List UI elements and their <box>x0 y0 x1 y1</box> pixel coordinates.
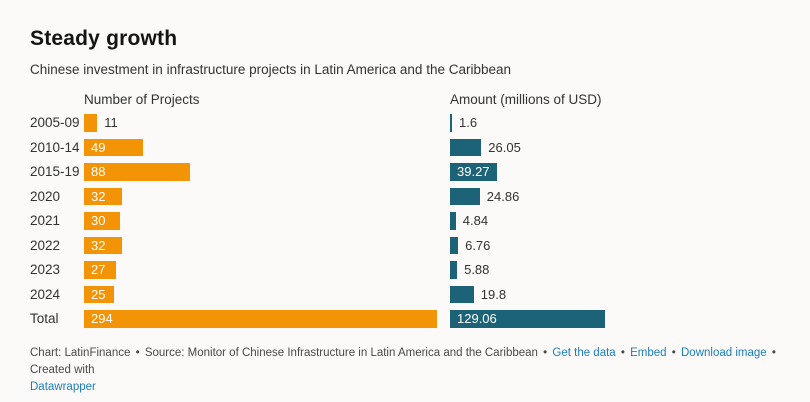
amount-bar-track: 1.6 <box>450 114 790 132</box>
projects-bar: 30 <box>84 212 120 230</box>
footer-separator: • <box>771 346 776 359</box>
value-label: 39.27 <box>457 164 490 180</box>
footer-separator: • <box>543 346 548 359</box>
amount-bar-track: 4.84 <box>450 212 790 230</box>
value-label: 27 <box>91 262 106 278</box>
footer-line-1: Chart: LatinFinance • Source: Monitor of… <box>30 345 790 379</box>
amount-bar <box>450 236 459 254</box>
split-bar-chart: Number of Projects Amount (millions of U… <box>30 91 790 328</box>
amount-bar <box>450 212 456 230</box>
chart-row: 2024 25 19.8 <box>30 285 790 303</box>
projects-bar-track: 32 <box>84 187 450 205</box>
row-label: Total <box>30 311 59 327</box>
amount-bar <box>450 261 458 279</box>
value-label: 6.76 <box>465 237 491 253</box>
chart-row: 2021 30 4.84 <box>30 212 790 230</box>
chart-rows: 2005-09 11 1.6 2010-14 49 26.05 2015-19 88 39.27… <box>30 114 790 328</box>
projects-column-header: Number of Projects <box>84 92 200 107</box>
value-label: 25 <box>91 286 106 302</box>
get-the-data-link[interactable]: Get the data <box>552 346 616 359</box>
value-label: 26.05 <box>488 139 521 155</box>
projects-bar-track: 25 <box>84 285 450 303</box>
row-label: 2024 <box>30 286 61 302</box>
projects-bar-track: 49 <box>84 138 450 156</box>
source-credit: Source: Monitor of Chinese Infrastructur… <box>144 346 538 359</box>
row-label: 2010-14 <box>30 139 80 155</box>
row-label: 2023 <box>30 262 61 278</box>
chart-title: Steady growth <box>30 27 178 50</box>
projects-bar-track: 32 <box>84 236 450 254</box>
projects-bar: 32 <box>84 236 123 254</box>
value-label: 49 <box>91 139 106 155</box>
projects-bar: 88 <box>84 163 190 181</box>
value-label: 32 <box>91 237 106 253</box>
chart-row: 2015-19 88 39.27 <box>30 163 790 181</box>
value-label: 32 <box>91 188 106 204</box>
projects-bar <box>84 114 98 132</box>
projects-bar: 27 <box>84 261 117 279</box>
amount-bar: 39.27 <box>450 163 498 181</box>
value-label: 24.86 <box>486 188 520 204</box>
row-label: 2015-19 <box>30 164 80 180</box>
chart-footer: Chart: LatinFinance • Source: Monitor of… <box>30 345 790 396</box>
amount-bar-track: 6.76 <box>450 236 790 254</box>
value-label: 88 <box>91 164 106 180</box>
value-label: 11 <box>104 115 118 131</box>
footer-separator: • <box>135 346 140 359</box>
projects-bar-track: 30 <box>84 212 450 230</box>
amount-bar <box>450 187 480 205</box>
download-image-link[interactable]: Download image <box>681 346 767 359</box>
chart-row-total: Total 294 129.06 <box>30 310 790 328</box>
projects-bar-track: 294 <box>84 310 450 328</box>
created-with-text: Created with <box>30 363 95 376</box>
footer-separator: • <box>671 346 676 359</box>
projects-bar: 294 <box>84 310 437 328</box>
chart-subtitle: Chinese investment in infrastructure pro… <box>30 62 512 77</box>
amount-bar-track: 24.86 <box>450 187 790 205</box>
projects-bar-track: 88 <box>84 163 450 181</box>
embed-link[interactable]: Embed <box>630 346 667 359</box>
row-label: 2020 <box>30 188 61 204</box>
column-headers: Number of Projects Amount (millions of U… <box>30 91 790 108</box>
amount-bar-track: 129.06 <box>450 310 790 328</box>
chart-row: 2010-14 49 26.05 <box>30 138 790 156</box>
projects-bar-track: 11 <box>84 114 450 132</box>
value-label: 30 <box>91 213 106 229</box>
amount-bar-track: 26.05 <box>450 138 790 156</box>
projects-bar-track: 27 <box>84 261 450 279</box>
chart-row: 2023 27 5.88 <box>30 261 790 279</box>
projects-bar: 32 <box>84 187 123 205</box>
amount-bar <box>450 138 482 156</box>
amount-bar-track: 5.88 <box>450 261 790 279</box>
chart-row: 2022 32 6.76 <box>30 236 790 254</box>
amount-bar <box>450 285 474 303</box>
row-label: 2005-09 <box>30 115 80 131</box>
footer-line-2: Datawrapper <box>30 379 790 396</box>
chart-row: 2005-09 11 1.6 <box>30 114 790 132</box>
value-label: 4.84 <box>462 213 489 229</box>
amount-bar: 129.06 <box>450 310 605 328</box>
projects-bar: 25 <box>84 285 114 303</box>
amount-column-header: Amount (millions of USD) <box>450 92 602 107</box>
value-label: 129.06 <box>457 311 497 327</box>
value-label: 1.6 <box>459 115 478 131</box>
chart-credit: Chart: LatinFinance <box>30 346 131 359</box>
row-label: 2021 <box>30 213 61 229</box>
value-label: 294 <box>91 311 113 327</box>
value-label: 5.88 <box>464 262 490 278</box>
footer-separator: • <box>620 346 625 359</box>
row-label: 2022 <box>30 237 61 253</box>
datawrapper-link[interactable]: Datawrapper <box>30 380 96 393</box>
chart-row: 2020 32 24.86 <box>30 187 790 205</box>
amount-bar-track: 39.27 <box>450 163 790 181</box>
amount-bar-track: 19.8 <box>450 285 790 303</box>
value-label: 19.8 <box>480 286 507 302</box>
amount-bar <box>450 114 452 132</box>
projects-bar: 49 <box>84 138 143 156</box>
